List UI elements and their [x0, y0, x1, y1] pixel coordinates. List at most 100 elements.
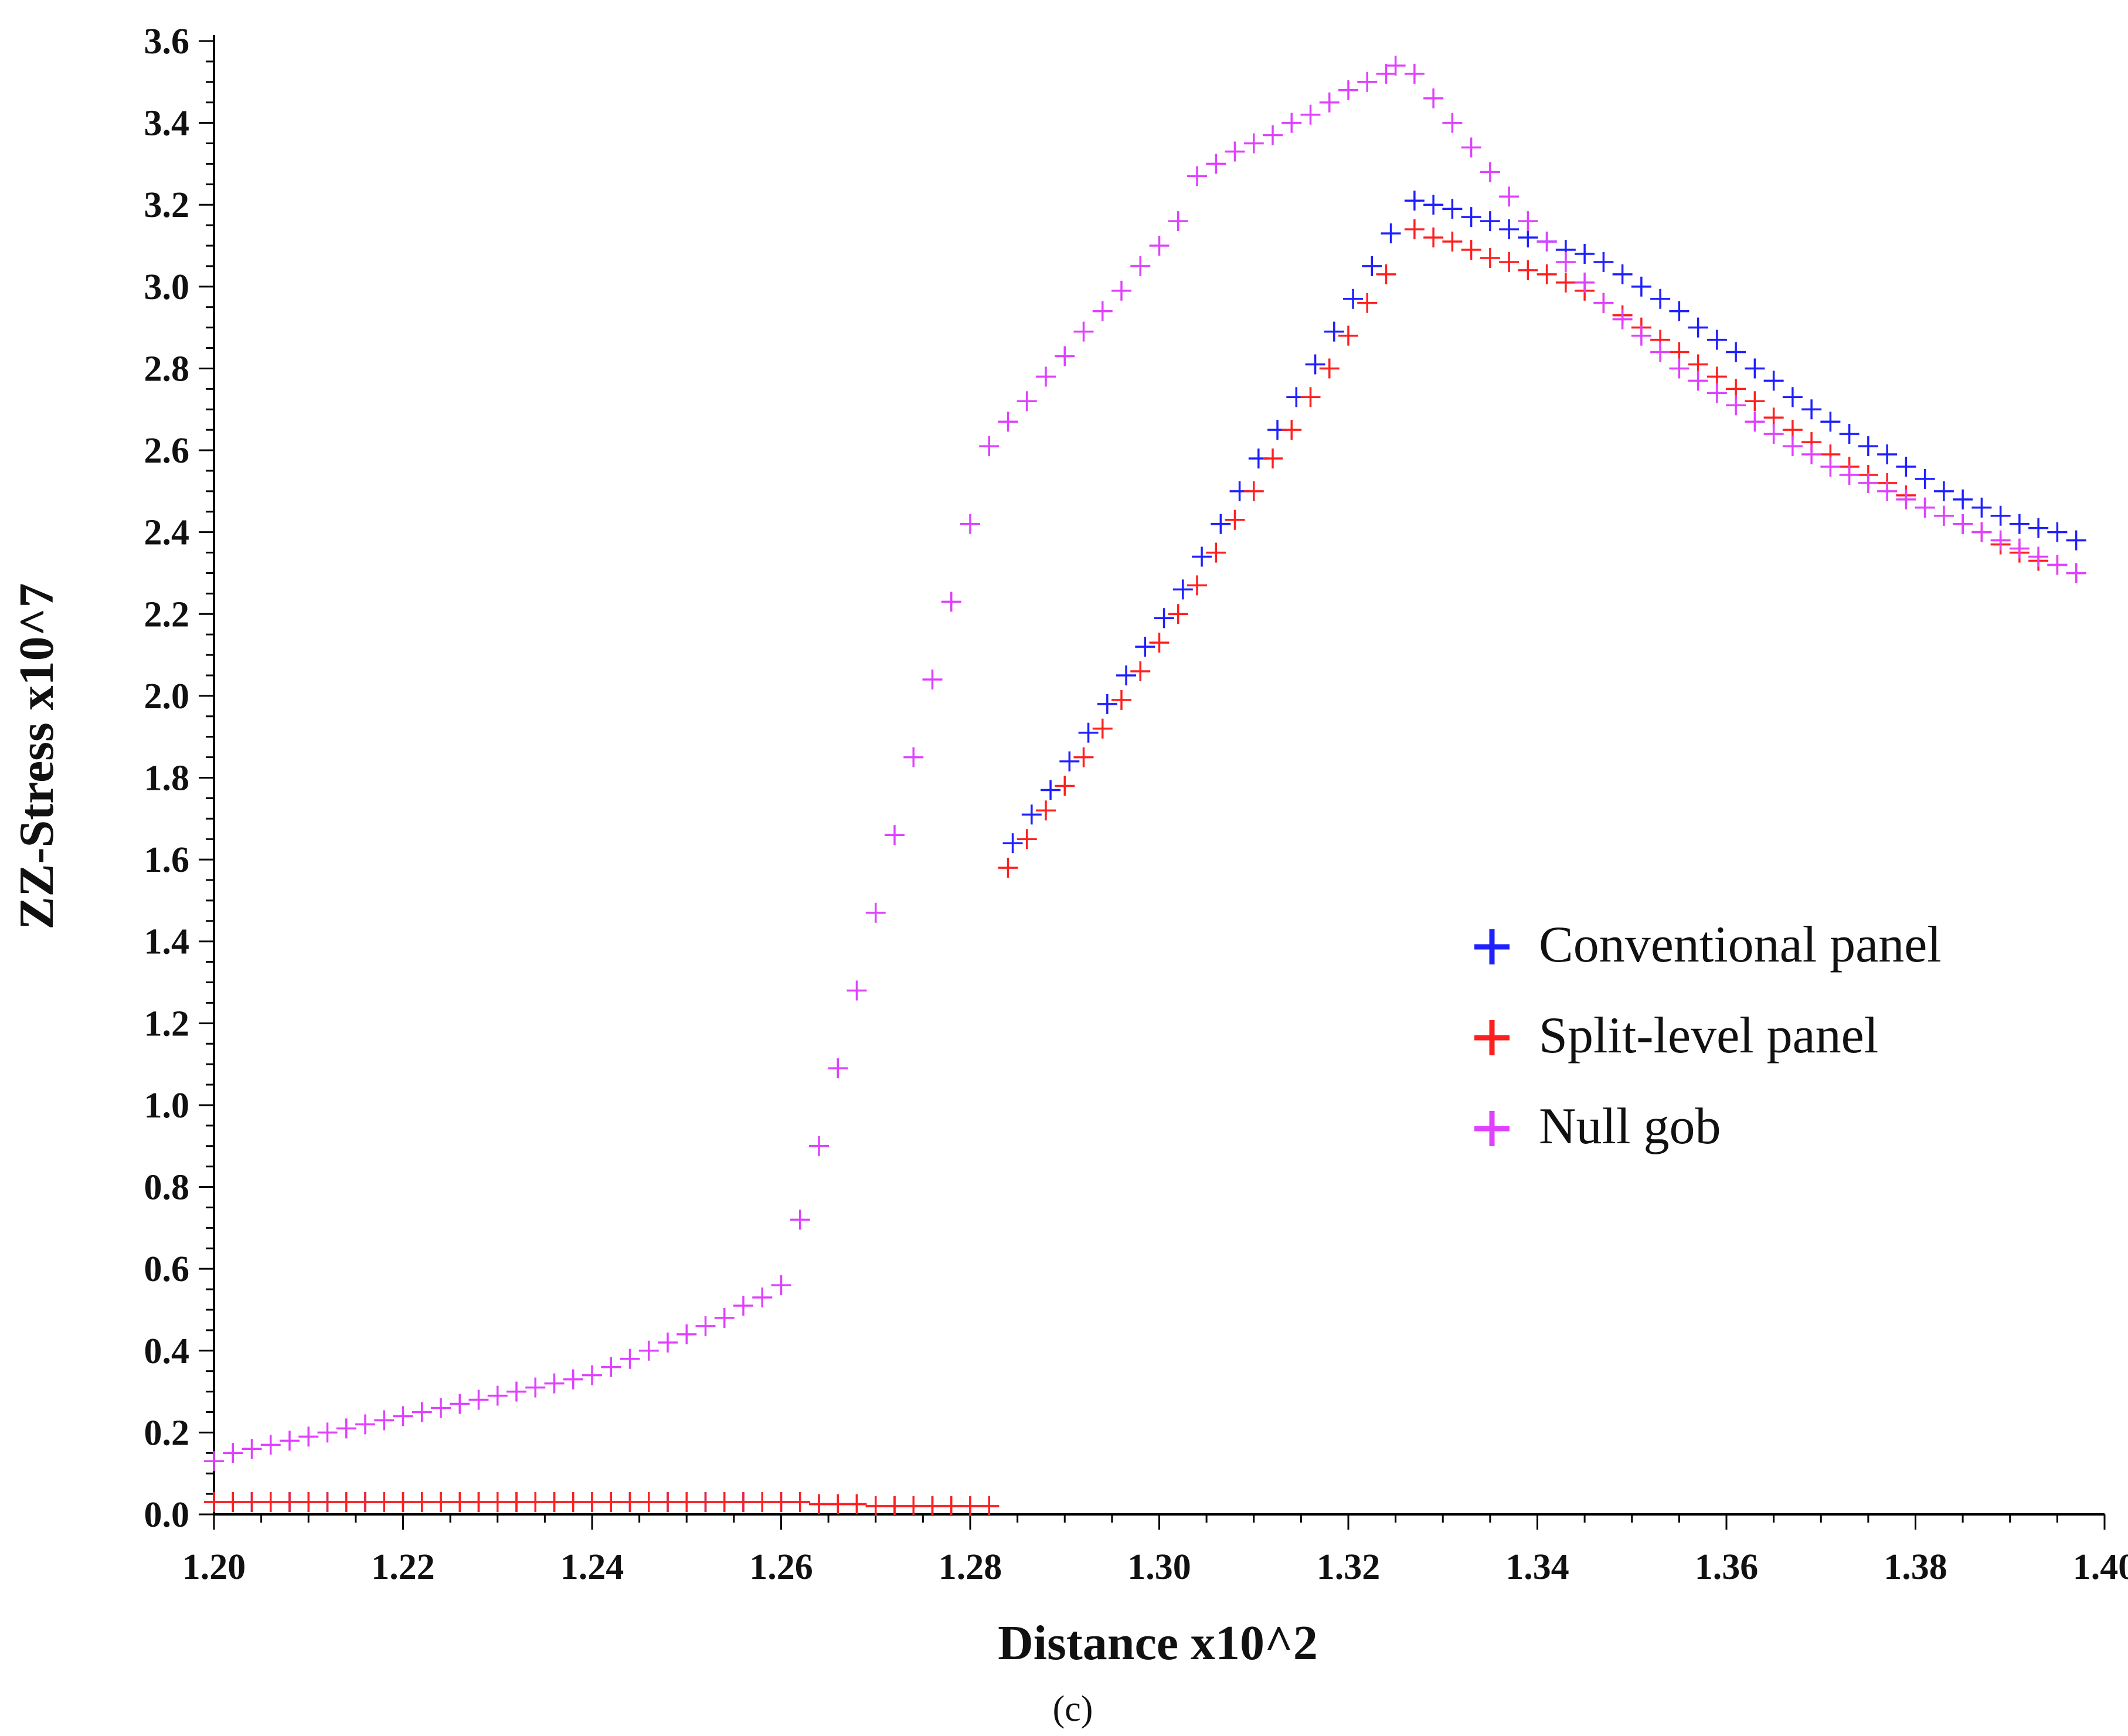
- figure-caption: (c): [1053, 1689, 1093, 1729]
- data-point: [1357, 72, 1378, 92]
- data-point: [960, 1496, 980, 1517]
- series-split-level-panel: [204, 219, 2086, 1517]
- data-point: [1206, 154, 1226, 174]
- data-point: [1130, 661, 1151, 682]
- data-point: [1059, 751, 1080, 772]
- data-point: [771, 1492, 791, 1513]
- data-point: [1933, 505, 1954, 526]
- data-point: [677, 1492, 697, 1513]
- data-point: [2009, 538, 2030, 559]
- y-tick-label: 0.8: [144, 1168, 190, 1208]
- data-point: [1631, 325, 1651, 346]
- data-point: [223, 1443, 243, 1463]
- data-point: [374, 1410, 395, 1431]
- data-point: [525, 1377, 546, 1398]
- data-point: [1536, 264, 1557, 284]
- y-tick-label: 0.6: [144, 1249, 190, 1289]
- data-point: [1933, 481, 1954, 501]
- y-axis-title: ZZ-Stress x10^7: [9, 583, 64, 930]
- y-tick-label: 1.4: [144, 922, 190, 962]
- plot-frame: [213, 35, 2105, 1516]
- data-point: [1745, 412, 1765, 432]
- data-point: [1002, 833, 1023, 854]
- data-point: [431, 1398, 451, 1418]
- data-point: [298, 1426, 319, 1447]
- x-tick-labels: 1.20 1.22 1.24 1.26 1.28 1.30 1.32 1.34 1.36 1.38…: [182, 1547, 2128, 1587]
- legend-label-split-level-panel: Split-level panel: [1539, 1007, 1878, 1064]
- data-point: [1263, 125, 1283, 145]
- data-point: [847, 980, 867, 1001]
- data-point: [1745, 358, 1765, 379]
- data-point: [1839, 424, 1860, 444]
- data-point: [582, 1492, 602, 1513]
- data-point: [280, 1492, 300, 1513]
- data-point: [790, 1492, 810, 1513]
- data-point: [1461, 207, 1481, 227]
- data-point: [1953, 489, 1973, 509]
- data-point: [1130, 256, 1151, 276]
- legend-item-null-gob: Null gob: [1474, 1098, 1721, 1155]
- data-point: [412, 1402, 432, 1422]
- x-tick-label: 1.34: [1505, 1547, 1569, 1587]
- series-conventional-panel: [204, 191, 2086, 1517]
- data-point: [1575, 243, 1595, 264]
- data-point: [1499, 252, 1519, 272]
- data-point: [1135, 637, 1155, 657]
- data-point: [903, 1496, 924, 1517]
- data-point: [1423, 195, 1444, 215]
- data-point: [865, 1496, 886, 1517]
- y-tick-label: 2.0: [144, 677, 190, 716]
- data-point: [638, 1340, 659, 1361]
- data-point: [450, 1492, 470, 1513]
- data-point: [280, 1431, 300, 1451]
- data-point: [752, 1492, 773, 1513]
- data-point: [885, 1496, 905, 1517]
- data-point: [1168, 211, 1188, 232]
- data-point: [450, 1394, 470, 1414]
- data-point: [336, 1492, 356, 1513]
- data-point: [1480, 162, 1500, 182]
- data-point: [1305, 354, 1325, 375]
- data-point: [1192, 546, 1212, 567]
- data-point: [1404, 63, 1425, 84]
- data-point: [1376, 63, 1396, 84]
- data-point: [1092, 301, 1113, 321]
- y-tick-label: 1.2: [144, 1004, 190, 1044]
- data-point: [393, 1406, 413, 1426]
- data-point: [1187, 575, 1207, 596]
- data-point: [979, 1496, 1000, 1517]
- data-point: [1669, 301, 1690, 321]
- data-point: [922, 669, 943, 689]
- data-point: [809, 1136, 829, 1156]
- data-point: [223, 1492, 243, 1513]
- data-point: [1149, 236, 1170, 256]
- data-point: [695, 1492, 716, 1513]
- data-point: [1480, 211, 1500, 232]
- data-point: [1801, 399, 1822, 420]
- data-point: [1877, 481, 1898, 501]
- data-point: [941, 592, 961, 612]
- data-point: [1593, 293, 1614, 313]
- data-point: [487, 1385, 508, 1406]
- y-tick-label: 3.2: [144, 185, 190, 225]
- data-point: [2066, 530, 2086, 551]
- data-point: [1688, 371, 1708, 391]
- data-point: [601, 1357, 621, 1377]
- y-tick-label: 2.6: [144, 431, 190, 471]
- y-tick-labels: 0.0 0.2 0.4 0.6 0.8 1.0 1.2 1.4 1.6 1.8 2.0 2.2 2.4 2…: [144, 22, 190, 1535]
- data-point: [1726, 395, 1746, 416]
- data-point: [1116, 665, 1137, 685]
- data-point: [828, 1494, 848, 1514]
- data-point: [1211, 514, 1231, 534]
- data-point: [1036, 800, 1056, 821]
- data-point: [1612, 309, 1633, 329]
- data-point: [1896, 489, 1916, 509]
- data-point: [242, 1439, 262, 1459]
- data-point: [506, 1381, 526, 1402]
- data-point: [1225, 509, 1245, 530]
- data-point: [1650, 288, 1671, 309]
- data-point: [1300, 387, 1321, 407]
- x-tick-label: 1.38: [1884, 1547, 1947, 1587]
- x-tick-label: 1.32: [1317, 1547, 1381, 1587]
- y-tick-label: 0.2: [144, 1413, 190, 1453]
